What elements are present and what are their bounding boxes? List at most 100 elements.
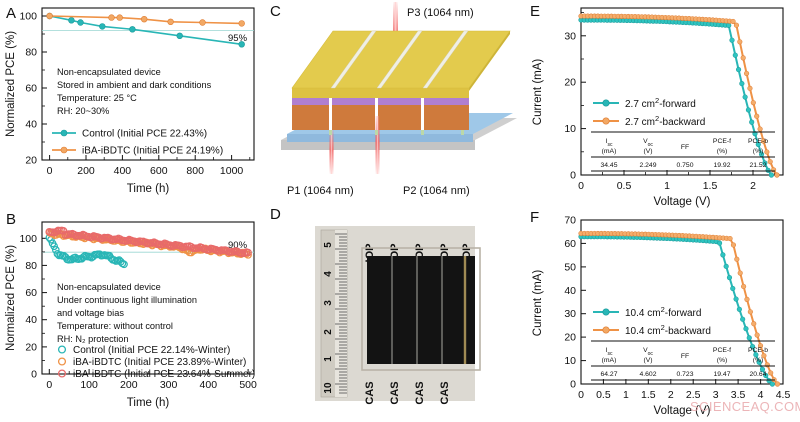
panel-e: 0 10 20 30 0 0.5 1 1.5 2 (525, 0, 800, 208)
panel-a: 95% 20 40 60 80 100 (0, 0, 265, 208)
jv-curves-group (578, 230, 781, 387)
panel-label-f: F (530, 209, 540, 226)
x-axis-title: Time (h) (127, 183, 170, 195)
annotation-line-0: Non-encapsulated device (57, 67, 161, 77)
legend: 10.4 cm2-forward 10.4 cm2-backward (593, 305, 711, 337)
ruler-mark-1: 1 (323, 356, 334, 362)
print-cas-2: CAS (414, 381, 426, 404)
x-tick-800: 800 (186, 165, 204, 177)
y-tick-30: 30 (564, 30, 576, 42)
print-cas-1: CAS (389, 381, 401, 404)
annotation-line-4: RH: N₂ protection (57, 334, 128, 344)
ruler-mark-4: 4 (323, 271, 334, 277)
table-subheader-pcef: (%) (717, 357, 728, 364)
plot-frame (580, 219, 784, 385)
panel-c: P3 (1064 nm) P1 (1064 nm) P2 (1064 nm) (265, 0, 527, 208)
ruler-mark-5: 5 (323, 242, 334, 248)
ruler-mark-3: 3 (323, 300, 334, 306)
x-axis-title: Voltage (V) (654, 405, 711, 417)
table-subheader-pceb: (%) (753, 357, 764, 364)
y-tick-60: 60 (25, 287, 37, 299)
legend: Control (Initial PCE 22.43%) iBA-iBDTC (… (52, 129, 223, 157)
x-tick-1000: 1000 (220, 165, 244, 177)
y-tick-20: 20 (25, 155, 37, 167)
x-tick-300: 300 (160, 379, 178, 391)
y-tick-100: 100 (19, 233, 37, 245)
table-value-ff: 0.750 (676, 162, 693, 169)
x-tick-15: 1.5 (703, 180, 718, 192)
x-tick-0: 0 (46, 379, 52, 391)
table-value-ff: 0.723 (676, 371, 693, 378)
y-tick-0: 0 (570, 170, 576, 182)
table-header-pceb: PCE-b (748, 347, 768, 354)
panel-b: 90% 0 20 40 60 80 100 (0, 208, 265, 422)
panel-label-b: B (6, 211, 17, 228)
x-tick-0: 0 (578, 180, 584, 192)
annotation-block: Non-encapsulated device Under continuous… (57, 282, 197, 344)
y-tick-10: 10 (564, 123, 576, 135)
laser-label-p2: P2 (1064 nm) (403, 185, 470, 197)
panel-f: 0 10 20 30 40 50 60 70 0 (525, 208, 800, 422)
y-tick-60: 60 (564, 238, 576, 250)
x-tick-10: 1 (664, 180, 670, 192)
y-axis-title: Normalized PCE (%) (5, 245, 17, 351)
panel-b-chart: 90% 0 20 40 60 80 100 (5, 221, 257, 409)
top-electrode-top-face (291, 30, 511, 89)
y-tick-40: 40 (25, 119, 37, 131)
x-tick-500: 500 (239, 379, 257, 391)
panel-a-chart: 95% 20 40 60 80 100 (5, 7, 255, 195)
x-tick-100: 100 (80, 379, 98, 391)
module-glass-edge (361, 247, 481, 371)
top-electrode-side (469, 31, 510, 91)
y-tick-100: 100 (19, 11, 37, 23)
module-active-area (367, 256, 475, 364)
x-tick-15: 1.5 (641, 389, 656, 401)
x-tick-20: 2 (668, 389, 674, 401)
laser-label-p3: P3 (1064 nm) (407, 7, 474, 19)
panel-label-a: A (6, 5, 17, 22)
y-tick-30: 30 (564, 308, 576, 320)
watermark: SCIENCEAQ.COM (690, 399, 800, 414)
legend-marker-iba-summer (57, 369, 67, 378)
legend-marker-control (60, 129, 68, 137)
plot-frame (41, 221, 255, 375)
y-tick-40: 40 (25, 314, 37, 326)
y-tick-50: 50 (564, 261, 576, 273)
y-tick-80: 80 (25, 47, 37, 59)
legend-label-iba-summer: iBA-iBDTC (Initial PCE 23.64%-Summer) (73, 369, 255, 380)
table-header-voc: Voc (643, 347, 653, 357)
table-subheader-voc: (V) (643, 357, 652, 364)
legend: Control (Initial PCE 22.14%-Winter) iBA-… (57, 345, 255, 380)
table-subheader-pceb: (%) (753, 148, 764, 155)
x-axis-ticks: 0 0.5 1 1.5 2 2.5 3 3.5 4 4.5 (578, 379, 790, 401)
x-tick-400: 400 (114, 165, 132, 177)
y-axis-title: Current (mA) (532, 59, 544, 126)
x-axis-ticks: 0 0.5 1 1.5 2 (578, 170, 775, 192)
panel-label-c: C (270, 3, 281, 20)
table-subheader-isc: (mA) (602, 148, 617, 155)
table-value-voc: 4.602 (639, 371, 656, 378)
scatter-points-group (45, 226, 252, 269)
y-axis-title: Current (mA) (532, 270, 544, 337)
y-axis-ticks: 20 40 60 80 100 (19, 11, 47, 167)
jv-curves-group (578, 13, 780, 178)
x-tick-600: 600 (150, 165, 168, 177)
legend-marker-backward (602, 117, 610, 125)
y-tick-20: 20 (564, 332, 576, 344)
panel-e-chart: 0 10 20 30 0 0.5 1 1.5 2 (532, 7, 784, 208)
subcell-stack-group (292, 96, 469, 130)
legend-marker-iba (60, 146, 68, 154)
panel-c-schematic: P3 (1064 nm) P1 (1064 nm) P2 (1064 nm) (281, 2, 517, 197)
x-axis-title: Voltage (V) (654, 196, 711, 208)
legend-label-forward: 10.4 cm2-forward (625, 305, 701, 320)
x-axis-title: Time (h) (127, 397, 170, 409)
guide-label-95: 95% (228, 33, 248, 44)
table-value-pcef: 19.47 (713, 371, 730, 378)
panel-d-photo: 5 4 3 2 1 10 IOP IOP IOP IOP IOP CAS CAS… (315, 226, 481, 405)
plot-frame (580, 7, 784, 176)
legend-marker-forward (602, 308, 610, 316)
annotation-line-1: Stored in ambient and dark conditions (57, 80, 212, 90)
data-table: Isc (mA) Voc (V) FF PCE-f (%) PCE-b (%) … (591, 340, 775, 381)
table-value-pceb: 20.64 (749, 371, 766, 378)
y-tick-80: 80 (25, 260, 37, 272)
